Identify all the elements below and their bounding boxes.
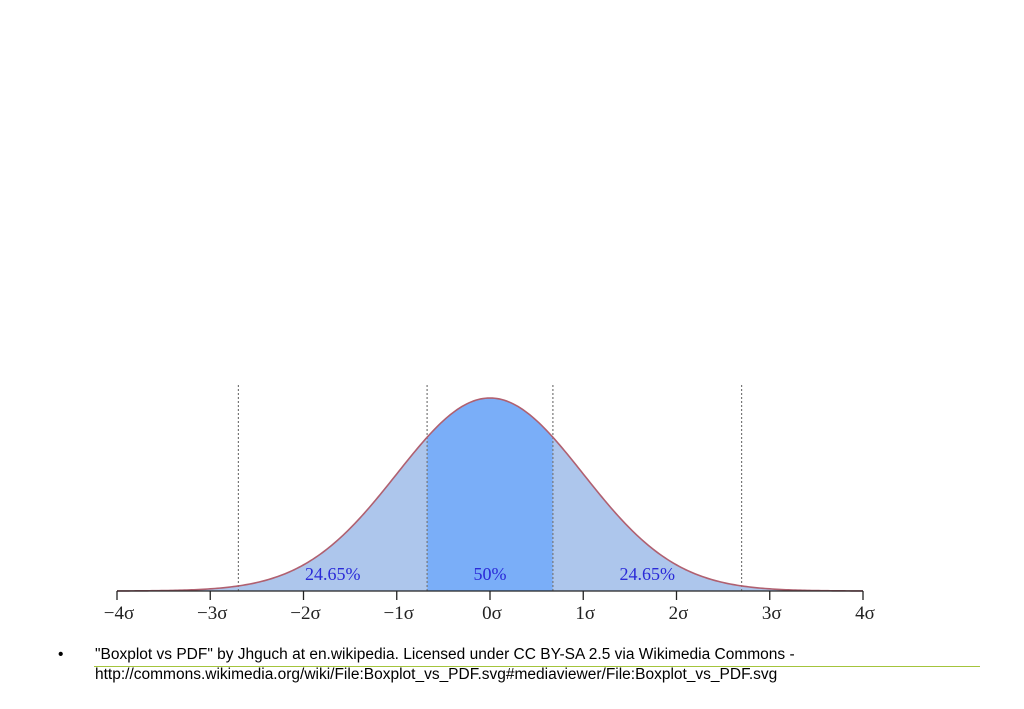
separator-rule bbox=[94, 666, 980, 667]
x-tick-label: −3σ bbox=[197, 603, 227, 624]
x-tick-label: 0σ bbox=[482, 603, 502, 624]
x-tick-label: −2σ bbox=[290, 603, 320, 624]
x-tick-label: 3σ bbox=[762, 603, 782, 624]
density-curve bbox=[116, 397, 864, 592]
attribution-text: "Boxplot vs PDF" by Jhguch at en.wikiped… bbox=[95, 645, 995, 685]
lower-region-label: 24.65% bbox=[305, 564, 361, 584]
middle-region-label: 50% bbox=[474, 564, 507, 584]
x-tick-label: 1σ bbox=[575, 603, 595, 624]
attribution-line-1: "Boxplot vs PDF" by Jhguch at en.wikiped… bbox=[95, 646, 795, 663]
bullet-marker: • bbox=[58, 646, 64, 663]
lower-region-area bbox=[238, 437, 428, 591]
area-regions bbox=[117, 398, 863, 591]
x-axis: −4σ −3σ −2σ −1σ 0σ 1σ 2σ 3σ 4σ bbox=[104, 590, 875, 624]
region-labels: 24.65% 50% 24.65% bbox=[305, 564, 675, 584]
upper-region-area bbox=[552, 437, 742, 591]
upper-region-label: 24.65% bbox=[619, 564, 675, 584]
middle-region-area bbox=[427, 398, 553, 591]
x-tick-label: −1σ bbox=[384, 603, 414, 624]
x-tick-label: −4σ bbox=[104, 603, 134, 624]
x-tick-label: 4σ bbox=[855, 603, 875, 624]
x-tick-label: 2σ bbox=[669, 603, 689, 624]
attribution-line-2[interactable]: http://commons.wikimedia.org/wiki/File:B… bbox=[95, 666, 778, 683]
